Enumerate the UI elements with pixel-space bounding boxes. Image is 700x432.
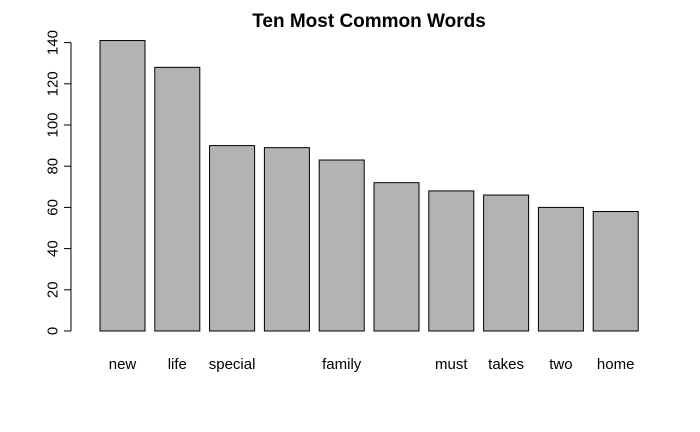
- y-axis: 0 20 40 60 80 100 120 140: [45, 30, 72, 335]
- bar: [592, 211, 639, 332]
- y-tick-label: 120: [45, 71, 62, 96]
- category-label: life: [168, 356, 187, 373]
- y-tick-label: 60: [45, 199, 62, 216]
- y-tick-label: 80: [45, 158, 62, 175]
- bar: [537, 206, 584, 332]
- category-label: special: [209, 356, 256, 373]
- chart-title: Ten Most Common Words: [252, 11, 486, 32]
- bar: [99, 40, 146, 332]
- y-tick-label: 40: [45, 240, 62, 257]
- bar: [209, 145, 256, 332]
- category-label: home: [597, 356, 635, 373]
- bar: [263, 147, 310, 332]
- bar: [483, 194, 530, 332]
- bars: [99, 40, 639, 332]
- bar: [373, 182, 420, 332]
- y-tick-label: 140: [45, 30, 62, 55]
- bar: [318, 159, 365, 332]
- category-label: new: [109, 356, 137, 373]
- category-labels: new life special family must takes two home: [109, 356, 635, 373]
- category-label: takes: [488, 356, 524, 373]
- bar: [428, 190, 475, 332]
- category-label: family: [322, 356, 362, 373]
- category-label: must: [435, 356, 468, 373]
- category-label: two: [549, 356, 572, 373]
- y-tick-label: 20: [45, 281, 62, 298]
- y-tick-label: 0: [45, 327, 62, 335]
- y-tick-label: 100: [45, 112, 62, 137]
- bar: [154, 66, 201, 332]
